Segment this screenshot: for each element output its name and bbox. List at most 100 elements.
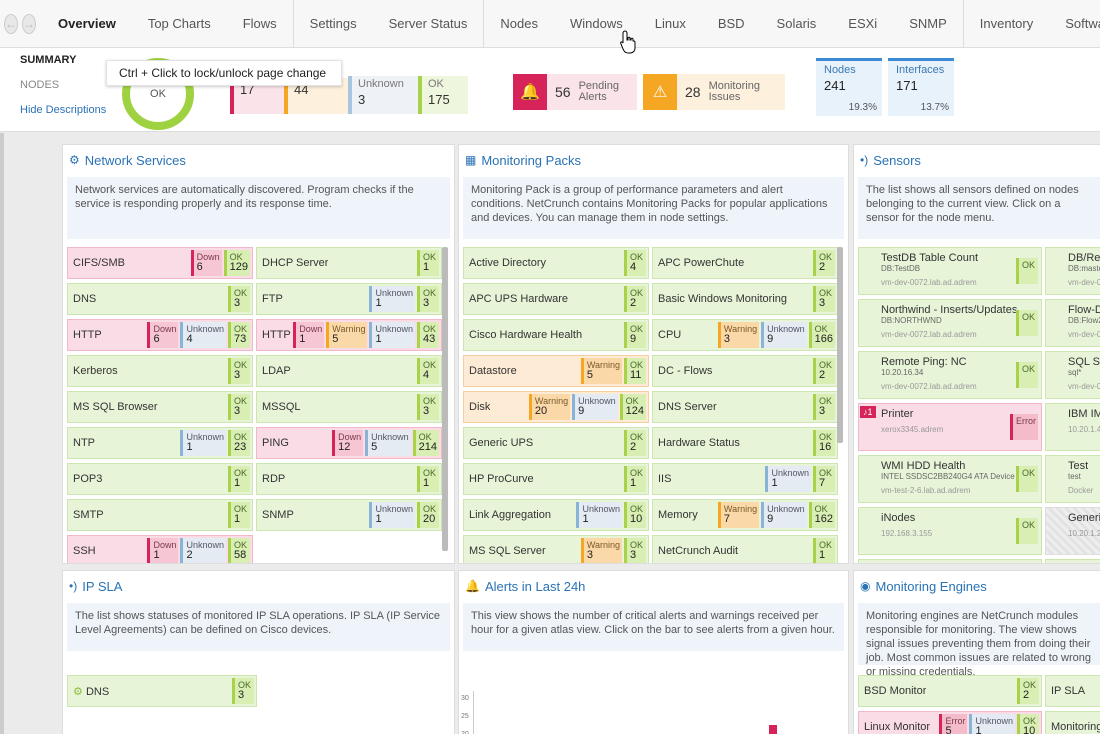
status-badge[interactable]: Unknown 4 xyxy=(180,322,226,348)
item-pop3[interactable]: POP3 OK 1 xyxy=(67,463,253,495)
sensor-testdb-table-count[interactable]: TestDB Table Count DB:TestDB vm-dev-0072.l… xyxy=(858,247,1042,295)
item-memory[interactable]: Memory Warning 7 Unknown 9 OK 162 xyxy=(652,499,838,531)
item-netcrunch-audit[interactable]: NetCrunch Audit OK 1 xyxy=(652,535,838,563)
status-badge[interactable]: OK 58 xyxy=(228,538,250,563)
item-ms-sql-browser[interactable]: MS SQL Browser OK 3 xyxy=(67,391,253,423)
status-badge[interactable]: OK 9 xyxy=(624,322,646,348)
status-badge[interactable]: Down 1 xyxy=(147,538,179,563)
status-badge[interactable]: OK 3 xyxy=(417,394,439,420)
status-badge[interactable]: Warning 5 xyxy=(580,358,622,384)
sensors-title[interactable]: Sensors xyxy=(873,152,921,168)
status-badge[interactable]: OK 3 xyxy=(417,286,439,312)
status-badge[interactable]: Unknown 1 xyxy=(369,322,415,348)
status-badge[interactable]: OK 3 xyxy=(228,358,250,384)
tab-esxi[interactable]: ESXi xyxy=(848,16,878,31)
item-linux-monitor[interactable]: Linux Monitor Error 5 Unknown 1 OK 10 xyxy=(858,711,1042,734)
status-badge[interactable]: OK 73 xyxy=(228,322,250,348)
hide-descriptions-link[interactable]: Hide Descriptions xyxy=(20,104,107,116)
tab-solaris[interactable]: Solaris xyxy=(776,16,817,31)
tab-software[interactable]: Software xyxy=(1065,16,1100,31)
tab-overview[interactable]: Overview xyxy=(58,16,116,31)
item-cisco-hardware-health[interactable]: Cisco Hardware Health OK 9 xyxy=(463,319,649,351)
item-apc-ups-hardware[interactable]: APC UPS Hardware OK 2 xyxy=(463,283,649,315)
item-ldap[interactable]: LDAP OK 4 xyxy=(256,355,442,387)
status-badge[interactable]: OK 4 xyxy=(417,358,439,384)
status-badge[interactable]: Warning 3 xyxy=(717,322,760,348)
back-icon[interactable]: ← xyxy=(4,13,18,34)
tab-inventory[interactable]: Inventory xyxy=(962,0,1049,48)
status-badge[interactable]: OK 1 xyxy=(417,250,439,276)
status-badge[interactable]: Unknown 1 xyxy=(969,714,1015,734)
status-badge[interactable]: OK 10 xyxy=(1017,714,1039,734)
item-ping[interactable]: PING Down 12 Unknown 5 OK 214 xyxy=(256,427,442,459)
status-badge[interactable]: OK 4 xyxy=(624,250,646,276)
status-badge[interactable]: OK 2 xyxy=(1017,678,1039,704)
status-badge[interactable]: Unknown 2 xyxy=(180,538,226,563)
status-badge[interactable]: Unknown 1 xyxy=(576,502,622,528)
status-badge[interactable]: OK 2 xyxy=(624,430,646,456)
status-badge[interactable]: OK 2 xyxy=(624,286,646,312)
sensor-ibm-imm[interactable]: IBM IMM 10.20.1.41 xyxy=(1045,403,1100,451)
status-badge[interactable]: OK xyxy=(1016,362,1038,388)
status-badge[interactable]: OK 16 xyxy=(813,430,835,456)
item-iis[interactable]: IIS Unknown 1 OK 7 xyxy=(652,463,838,495)
network-services-scrollbar[interactable] xyxy=(442,247,448,551)
item-hardware-status[interactable]: Hardware Status OK 16 xyxy=(652,427,838,459)
interfaces-metric[interactable]: Interfaces 171 13.7% xyxy=(888,58,954,116)
forward-icon[interactable]: → xyxy=(22,13,36,34)
stat-unknown[interactable]: Unknown 3 xyxy=(348,76,418,114)
monitoring-packs-title[interactable]: Monitoring Packs xyxy=(481,152,582,168)
status-badge[interactable]: Down 1 xyxy=(293,322,325,348)
status-badge[interactable]: Unknown 9 xyxy=(761,322,807,348)
sensor-db-resource-memory[interactable]: DB/Resource MemoryDB:master vm-dev-0072.l… xyxy=(1045,247,1100,295)
item-cifs-smb[interactable]: CIFS/SMB Down 6 OK 129 xyxy=(67,247,253,279)
status-badge[interactable]: OK xyxy=(1016,518,1038,544)
item-basic-windows-monitoring[interactable]: Basic Windows Monitoring OK 3 xyxy=(652,283,838,315)
alerts-chart[interactable]: 30 25 20 xyxy=(459,681,848,734)
monitoring-packs-scrollbar[interactable] xyxy=(837,247,843,443)
status-badge[interactable]: Unknown 5 xyxy=(365,430,411,456)
sensor-wmi-hdd-health[interactable]: WMI HDD Health INTEL SSDSC2BB240G4 ATA De… xyxy=(858,455,1042,503)
status-badge[interactable]: Down 6 xyxy=(190,250,222,276)
item-dhcp-server[interactable]: DHCP Server OK 1 xyxy=(256,247,442,279)
status-badge[interactable]: OK 1 xyxy=(228,502,250,528)
item-dc-flows[interactable]: DC - Flows OK 2 xyxy=(652,355,838,387)
status-badge[interactable]: Error 5 xyxy=(939,714,968,734)
status-badge[interactable]: Unknown 1 xyxy=(369,502,415,528)
item-cpu[interactable]: CPU Warning 3 Unknown 9 OK 166 xyxy=(652,319,838,351)
sensor-ip-camera[interactable]: IP Camera xyxy=(858,559,1042,563)
status-badge[interactable]: Unknown 1 xyxy=(180,430,226,456)
status-badge[interactable]: OK 162 xyxy=(808,502,835,528)
alert-bar[interactable] xyxy=(769,725,777,734)
item-apc-powerchute[interactable]: APC PowerChute OK 2 xyxy=(652,247,838,279)
status-badge[interactable]: Warning 3 xyxy=(580,538,622,563)
item-https[interactable]: HTTPSDown1Warning5Unknown1OK43 xyxy=(256,319,442,351)
item-ftp[interactable]: FTP Unknown 1 OK 3 xyxy=(256,283,442,315)
status-badge[interactable]: Warning 20 xyxy=(528,394,571,420)
status-badge[interactable]: OK xyxy=(1016,466,1038,492)
tab-windows[interactable]: Windows xyxy=(569,16,623,31)
status-badge[interactable]: OK xyxy=(1016,258,1038,284)
item-ms-sql-server[interactable]: MS SQL Server Warning 3 OK 3 xyxy=(463,535,649,563)
sensor-printer[interactable]: ♪1 Printer xerox3345.adrem Error xyxy=(858,403,1042,451)
item-snmp[interactable]: SNMP Unknown 1 OK 20 xyxy=(256,499,442,531)
monitoring-engines-title[interactable]: Monitoring Engines xyxy=(875,578,987,594)
tab-settings[interactable]: Settings xyxy=(292,0,373,48)
sensor-remote-ping-nc[interactable]: Remote Ping: NC 10.20.16.34 vm-dev-0072.la… xyxy=(858,351,1042,399)
ip-sla-item[interactable]: ⚙ DNS OK 3 xyxy=(67,675,257,707)
tab-top-charts[interactable]: Top Charts xyxy=(147,16,211,31)
status-badge[interactable]: OK 3 xyxy=(813,394,835,420)
status-badge[interactable]: Warning 5 xyxy=(326,322,368,348)
sensor-ipmi-lo[interactable]: IPMI Lo xyxy=(1045,559,1100,563)
sensor-sql-server[interactable]: SQL Serversql* vm-dev-0072 xyxy=(1045,351,1100,399)
item-dns[interactable]: DNS OK 3 xyxy=(67,283,253,315)
item-generic-ups[interactable]: Generic UPS OK 2 xyxy=(463,427,649,459)
status-badge[interactable]: OK 3 xyxy=(624,538,646,563)
sensor-northwind-inserts-updates[interactable]: Northwind - Inserts/Updates DB:NORTHWND vm… xyxy=(858,299,1042,347)
status-badge[interactable]: Unknown 9 xyxy=(572,394,618,420)
sensor-flow-dc[interactable]: Flow-DCDB:Flow2 vm-dev-0072 xyxy=(1045,299,1100,347)
tab-bsd[interactable]: BSD xyxy=(717,16,745,31)
status-badge[interactable]: OK xyxy=(1016,310,1038,336)
status-badge[interactable]: OK 214 xyxy=(412,430,439,456)
network-services-title[interactable]: Network Services xyxy=(84,152,186,168)
